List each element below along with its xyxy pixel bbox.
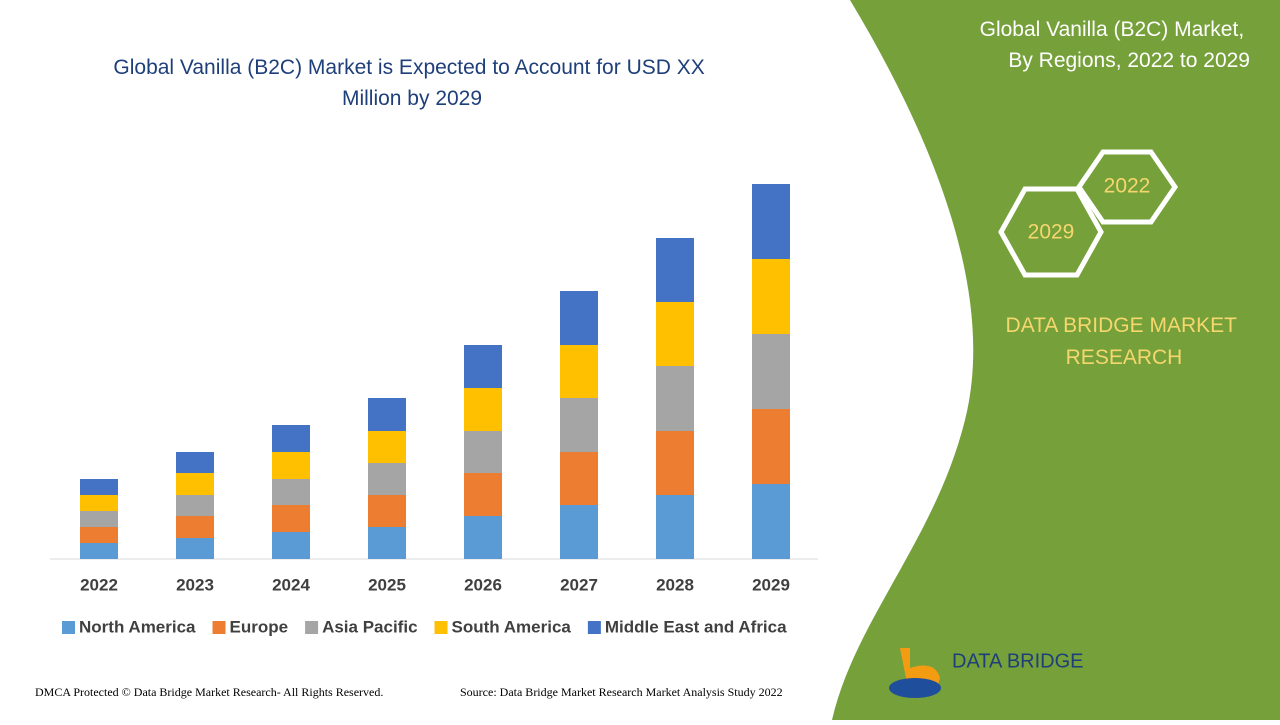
bar-segment [80, 527, 118, 543]
x-tick-label: 2024 [272, 575, 310, 594]
bar-segment [560, 505, 598, 559]
x-tick-label: 2028 [656, 575, 694, 594]
hexagon [1075, 149, 1179, 225]
bar-segment [272, 452, 310, 479]
x-tick-label: 2029 [752, 575, 790, 594]
chart-title-line: Global Vanilla (B2C) Market is Expected … [113, 56, 704, 79]
chart-title: Global Vanilla (B2C) Market is Expected … [113, 56, 710, 110]
panel-title: Global Vanilla (B2C) Market, By Regions,… [980, 18, 1250, 72]
bar-segment [560, 398, 598, 452]
bar-segment [656, 302, 694, 366]
legend-label: Asia Pacific [322, 617, 417, 636]
bar-segment [368, 431, 406, 463]
bar-segment [560, 452, 598, 505]
legend-label: North America [79, 617, 196, 636]
x-tick-label: 2027 [560, 575, 598, 594]
bar-segment [464, 516, 502, 559]
copyright: DMCA Protected © Data Bridge Market Rese… [35, 685, 383, 699]
bar-segment [464, 345, 502, 388]
bar-segment [368, 398, 406, 431]
bar-segment [80, 495, 118, 511]
brand-line: DATA BRIDGE MARKET [1006, 314, 1238, 337]
bar-segment [464, 473, 502, 516]
bar-segment [272, 505, 310, 532]
bar-segment [560, 345, 598, 398]
bar-segment [176, 516, 214, 538]
bar-segment [368, 495, 406, 527]
bar-segment [272, 479, 310, 505]
bar-segment [464, 388, 502, 431]
bar-segment [80, 543, 118, 559]
hexagon [998, 186, 1104, 278]
bar-segment [752, 409, 790, 484]
bar-segment [80, 511, 118, 527]
bar-segment [368, 527, 406, 559]
bar-segment [752, 334, 790, 409]
bar-segment [752, 259, 790, 334]
chart-title-line: Million by 2029 [342, 87, 482, 110]
panel-title-line: Global Vanilla (B2C) Market, [980, 18, 1245, 41]
bar-segment [176, 538, 214, 559]
brand-line: RESEARCH [1066, 346, 1183, 369]
bar-segment [368, 463, 406, 495]
logo-text: DATA BRIDGE [952, 650, 1084, 672]
bar-segment [656, 495, 694, 559]
legend-swatch [305, 621, 319, 634]
x-tick-label: 2025 [368, 575, 406, 594]
bar-segment [176, 473, 214, 495]
x-tick-label: 2022 [80, 575, 118, 594]
bar-segment [752, 484, 790, 559]
legend-label: Europe [230, 617, 289, 636]
bar-segment [176, 495, 214, 516]
legend-swatch [62, 621, 75, 634]
bar-segment [272, 425, 310, 452]
source: Source: Data Bridge Market Research Mark… [460, 685, 783, 699]
legend-label: South America [452, 617, 572, 636]
brand: DATA BRIDGE MARKET RESEARCH [1006, 314, 1243, 369]
panel-title-line: By Regions, 2022 to 2029 [1008, 49, 1250, 72]
legend-swatch [587, 621, 601, 634]
legend-label: Middle East and Africa [605, 617, 787, 636]
bar-segment [176, 452, 214, 473]
bar-segment [656, 366, 694, 431]
bar-segment [464, 431, 502, 473]
legend-swatch [434, 621, 448, 634]
x-tick-label: 2023 [176, 575, 214, 594]
bar-segment [80, 479, 118, 495]
bar-segment [656, 238, 694, 302]
bar-segment [272, 532, 310, 559]
bar-segment [752, 184, 790, 259]
legend-swatch [212, 621, 226, 634]
x-tick-label: 2026 [464, 575, 502, 594]
logo-icon [889, 678, 941, 698]
bar-segment [656, 431, 694, 495]
bar-segment [560, 291, 598, 345]
hex-label: 2022 [1104, 175, 1151, 198]
hex-label: 2029 [1028, 221, 1075, 244]
